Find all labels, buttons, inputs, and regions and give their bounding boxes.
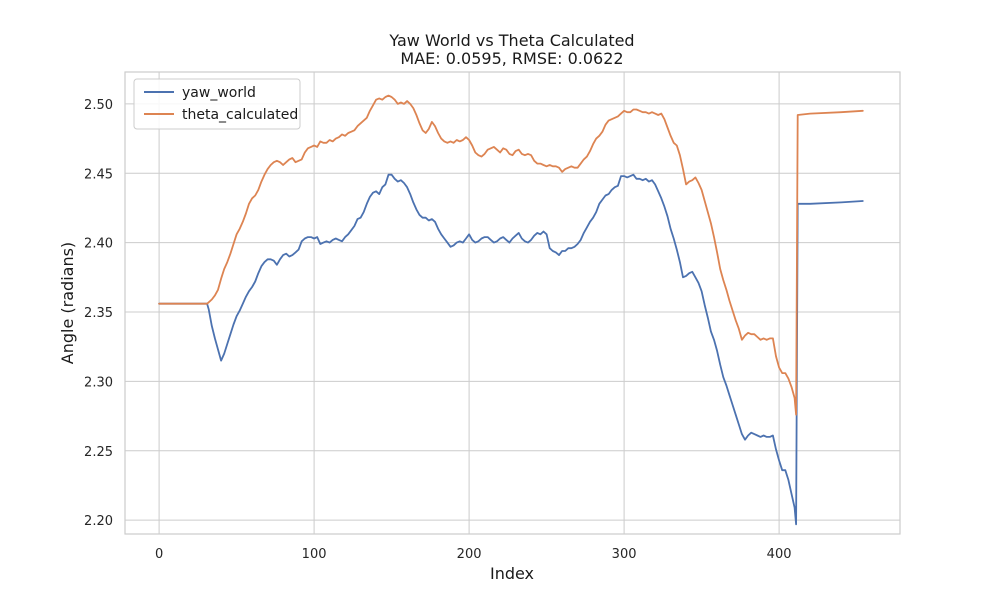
y-tick-label: 2.45 <box>84 167 113 182</box>
x-axis-ticks: 0 100 200 300 400 <box>155 547 792 562</box>
series-line-yaw-world <box>158 173 864 526</box>
y-tick-label: 2.25 <box>84 445 113 460</box>
x-tick-label: 400 <box>767 547 792 562</box>
series-line-theta-calculated <box>158 94 864 416</box>
legend-label-theta-calculated: theta_calculated <box>182 107 298 123</box>
x-tick-label: 100 <box>302 547 327 562</box>
y-tick-label: 2.40 <box>84 237 113 252</box>
x-tick-label: 300 <box>612 547 637 562</box>
x-tick-label: 0 <box>155 547 163 562</box>
x-axis-label: Index <box>490 564 534 583</box>
chart-subtitle: MAE: 0.0595, RMSE: 0.0622 <box>400 49 623 68</box>
y-axis-label: Angle (radians) <box>58 242 77 364</box>
plot-area <box>124 71 901 535</box>
grid <box>125 72 900 534</box>
x-tick-label: 200 <box>457 547 482 562</box>
legend: yaw_world theta_calculated <box>133 78 301 130</box>
y-tick-label: 2.35 <box>84 306 113 321</box>
chart-title: Yaw World vs Theta Calculated <box>388 31 634 50</box>
y-tick-label: 2.20 <box>84 514 113 529</box>
y-tick-label: 2.30 <box>84 375 113 390</box>
y-tick-label: 2.50 <box>84 98 113 113</box>
legend-label-yaw-world: yaw_world <box>182 85 256 101</box>
legend-box <box>133 78 301 130</box>
plot-frame <box>124 71 901 535</box>
series-lines <box>158 94 864 526</box>
y-axis-ticks: 2.20 2.25 2.30 2.35 2.40 2.45 2.50 <box>84 98 113 529</box>
